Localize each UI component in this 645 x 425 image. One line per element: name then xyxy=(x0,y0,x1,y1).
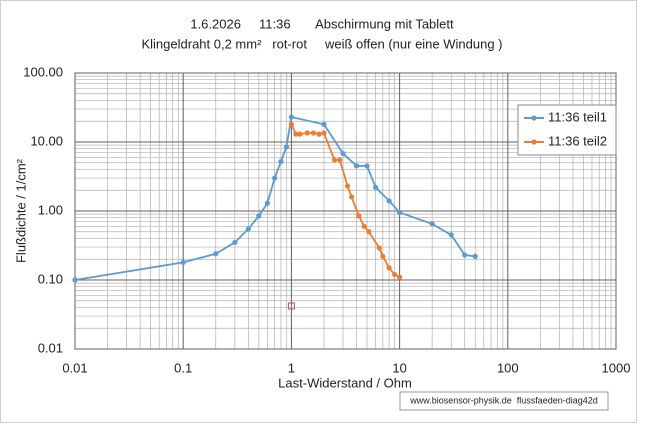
data-point xyxy=(380,253,386,259)
legend-label: 11:36 teil2 xyxy=(548,133,607,148)
x-axis-label: Last-Widerstand / Ohm xyxy=(278,375,412,390)
y-axis-label: Flußdichte / 1/cm² xyxy=(13,158,28,263)
annotation-box xyxy=(399,391,609,411)
chart-subtitle: Klingeldraht 0,2 mm² rot-rot weiß offen … xyxy=(141,36,502,51)
data-point xyxy=(348,194,355,200)
data-point xyxy=(337,157,343,163)
legend-label: 11:36 teil1 xyxy=(548,109,607,124)
data-point xyxy=(386,198,392,204)
data-point xyxy=(288,114,294,120)
data-point xyxy=(264,200,270,206)
data-point xyxy=(361,223,367,229)
data-point xyxy=(386,265,392,271)
y-tick-label: 0.10 xyxy=(38,271,63,286)
x-tick-label: 1000 xyxy=(602,360,631,375)
data-point xyxy=(331,157,338,163)
data-point xyxy=(321,130,327,136)
data-point xyxy=(397,209,403,216)
chart-title: 1.6.2026 11:36 Abschirmung mit Tablett xyxy=(190,16,454,31)
y-tick-label: 100.00 xyxy=(23,64,63,79)
x-tick-label: 0.01 xyxy=(62,360,87,375)
data-point xyxy=(213,251,219,257)
plot-border xyxy=(74,72,617,350)
data-point xyxy=(256,213,262,219)
data-point xyxy=(376,245,382,251)
data-point xyxy=(245,226,251,232)
y-tick-label: 1.00 xyxy=(38,202,63,217)
data-point xyxy=(272,175,278,181)
data-point xyxy=(344,183,351,189)
data-point xyxy=(288,121,294,127)
data-point xyxy=(310,130,317,136)
data-point xyxy=(321,121,327,127)
extra-point xyxy=(287,302,295,310)
series-line xyxy=(74,115,476,281)
data-point xyxy=(72,277,78,283)
data-point xyxy=(283,144,290,150)
data-point xyxy=(293,131,299,137)
data-point xyxy=(304,130,310,136)
y-tick-label: 10.00 xyxy=(30,133,63,148)
data-point xyxy=(472,253,478,259)
data-point xyxy=(353,163,360,169)
data-point xyxy=(429,221,435,227)
x-tick-label: 0.1 xyxy=(174,360,192,375)
legend-marker xyxy=(531,115,537,121)
data-point xyxy=(232,239,238,246)
y-tick-label: 0.01 xyxy=(38,340,63,355)
x-tick-label: 10 xyxy=(392,360,406,375)
data-point xyxy=(372,184,379,190)
annotation: www.biosensor-physik.de flussfaeden-diag… xyxy=(409,395,598,405)
data-point xyxy=(180,259,186,265)
data-point xyxy=(340,150,346,157)
data-point xyxy=(366,229,372,235)
data-point xyxy=(297,131,303,137)
data-point xyxy=(278,158,284,165)
data-point xyxy=(462,252,468,258)
data-point xyxy=(448,232,454,238)
data-point xyxy=(364,163,370,169)
legend-box xyxy=(517,104,617,156)
data-point xyxy=(397,274,403,280)
x-tick-label: 1 xyxy=(288,360,295,375)
data-point xyxy=(316,131,322,137)
legend-marker xyxy=(531,139,537,145)
data-point xyxy=(356,213,362,219)
x-tick-label: 100 xyxy=(497,360,519,375)
data-point xyxy=(392,271,398,278)
